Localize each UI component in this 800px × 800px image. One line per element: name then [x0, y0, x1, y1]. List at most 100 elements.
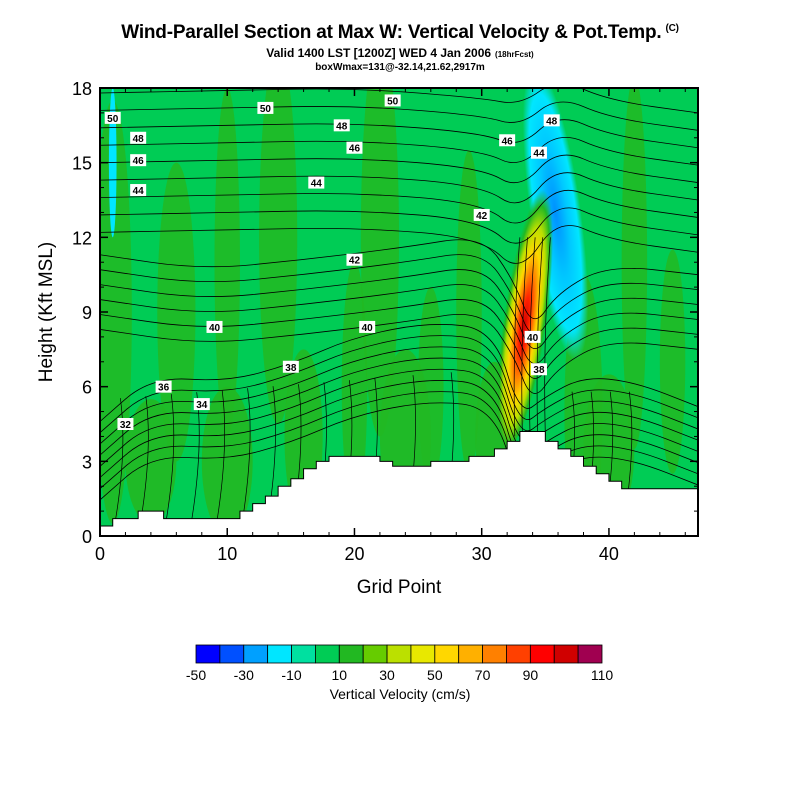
chart-info: boxWmax=131@-32.14,21.62,2917m	[315, 62, 485, 73]
theta-contour-label: 36	[155, 380, 172, 394]
theta-contour-label: 38	[530, 363, 547, 376]
svg-text:44: 44	[133, 186, 145, 197]
theta-contour-label: 44	[530, 146, 547, 160]
y-tick-label: 15	[72, 154, 92, 174]
updraft-weak-region	[214, 88, 240, 437]
svg-text:46: 46	[349, 144, 361, 155]
colorbar-swatch	[434, 644, 460, 664]
title-tag: (C)	[665, 22, 679, 34]
colorbar-tick-label: 70	[475, 667, 491, 683]
colorbar-swatch	[291, 644, 316, 664]
y-tick-label: 9	[82, 303, 92, 323]
x-tick-label: 30	[472, 544, 492, 564]
theta-contour-label: 46	[130, 154, 147, 167]
svg-text:44: 44	[311, 179, 323, 190]
theta-contour-label: 48	[543, 114, 560, 127]
colorbar-swatch	[458, 644, 483, 664]
svg-text:38: 38	[533, 365, 545, 376]
theta-contour-label: 40	[524, 330, 541, 344]
svg-text:46: 46	[502, 136, 514, 147]
terrain	[99, 430, 699, 537]
theta-contour	[100, 225, 698, 264]
svg-text:36: 36	[158, 383, 170, 394]
svg-text:34: 34	[196, 400, 208, 411]
colorbar-swatch	[577, 644, 603, 664]
svg-text:48: 48	[546, 116, 558, 127]
theta-contour	[100, 207, 698, 244]
colorbar-swatch	[338, 644, 364, 664]
y-tick-label: 6	[82, 378, 92, 398]
colorbar-swatch	[267, 644, 292, 664]
colorbar-swatch	[362, 644, 388, 664]
colorbar-swatch	[243, 644, 269, 664]
svg-text:42: 42	[476, 211, 488, 222]
svg-text:48: 48	[133, 134, 145, 145]
updraft-weak-region	[659, 249, 686, 474]
theta-contour	[100, 346, 698, 445]
svg-text:32: 32	[120, 420, 132, 431]
x-tick-label: 40	[599, 544, 619, 564]
theta-contour	[513, 237, 521, 437]
svg-text:50: 50	[107, 114, 119, 125]
x-tick-label: 10	[217, 544, 237, 564]
updraft-weak-region	[360, 88, 399, 437]
theta-contour-label: 44	[130, 184, 147, 197]
x-axis-label: Grid Point	[357, 577, 442, 598]
theta-contour-label: 42	[473, 208, 490, 222]
svg-text:44: 44	[533, 149, 545, 160]
theta-contour-label: 50	[104, 111, 121, 125]
colorbar-swatch	[553, 644, 579, 664]
colorbar-tick-label: 50	[427, 667, 443, 683]
colorbar-title: Vertical Velocity (cm/s)	[329, 686, 471, 702]
theta-contour-label: 38	[282, 360, 299, 374]
theta-contour	[100, 239, 698, 320]
theta-contour	[100, 88, 698, 114]
forecast-tag: (18hrFcst)	[495, 50, 534, 59]
svg-text:38: 38	[285, 363, 297, 374]
x-tick-label: 20	[344, 544, 364, 564]
theta-contour	[100, 269, 698, 349]
colorbar-swatch	[386, 644, 412, 664]
theta-contour	[100, 368, 698, 467]
theta-contour	[112, 398, 124, 536]
potential-temperature-contours	[100, 88, 698, 536]
theta-contour-label: 32	[117, 418, 134, 431]
y-tick-label: 12	[72, 228, 92, 248]
theta-contour-label: 50	[257, 101, 274, 115]
colorbar-tick-label: -10	[281, 667, 301, 683]
theta-contour-label: 44	[308, 176, 325, 190]
theta-contour-label: 46	[346, 141, 363, 155]
theta-contour	[100, 136, 698, 166]
theta-contour	[100, 190, 698, 224]
x-axis: 0 10 20 30 40	[95, 88, 686, 564]
updraft-weak-region	[100, 100, 132, 524]
theta-contour	[100, 101, 698, 131]
theta-contour	[100, 284, 698, 364]
chart-subtitle: Valid 1400 LST [1200Z] WED 4 Jan 2006 (18…	[266, 46, 534, 60]
theta-contour-label: 42	[346, 253, 363, 267]
theta-contour-label: 40	[359, 320, 376, 334]
theta-contour-label: 40	[206, 320, 223, 334]
colorbar-swatch	[506, 644, 531, 664]
theta-contour	[214, 390, 226, 536]
y-tick-label: 18	[72, 79, 92, 99]
theta-contour	[100, 357, 698, 456]
svg-text:48: 48	[336, 121, 348, 132]
colorbar-tick-label: -50	[186, 667, 206, 683]
contour-labels: 50 50 50 48 48 48 46 46 46 44 44 44 42 42 40 40 40 38 38 36…	[104, 94, 560, 431]
x-tick-label: 0	[95, 544, 105, 564]
svg-text:40: 40	[362, 323, 374, 334]
theta-contour	[163, 394, 175, 536]
colorbar-tick-label: 110	[591, 667, 614, 683]
colorbar-swatch	[410, 644, 436, 664]
theta-contour	[100, 314, 698, 394]
svg-text:40: 40	[527, 333, 539, 344]
colorbar-tick-label: -30	[234, 667, 254, 683]
theta-contour	[100, 172, 698, 204]
theta-contour-label: 50	[384, 94, 401, 107]
theta-contour	[100, 299, 698, 379]
svg-text:46: 46	[133, 156, 145, 167]
theta-contour	[100, 119, 698, 149]
updraft-weak-region	[259, 88, 298, 424]
